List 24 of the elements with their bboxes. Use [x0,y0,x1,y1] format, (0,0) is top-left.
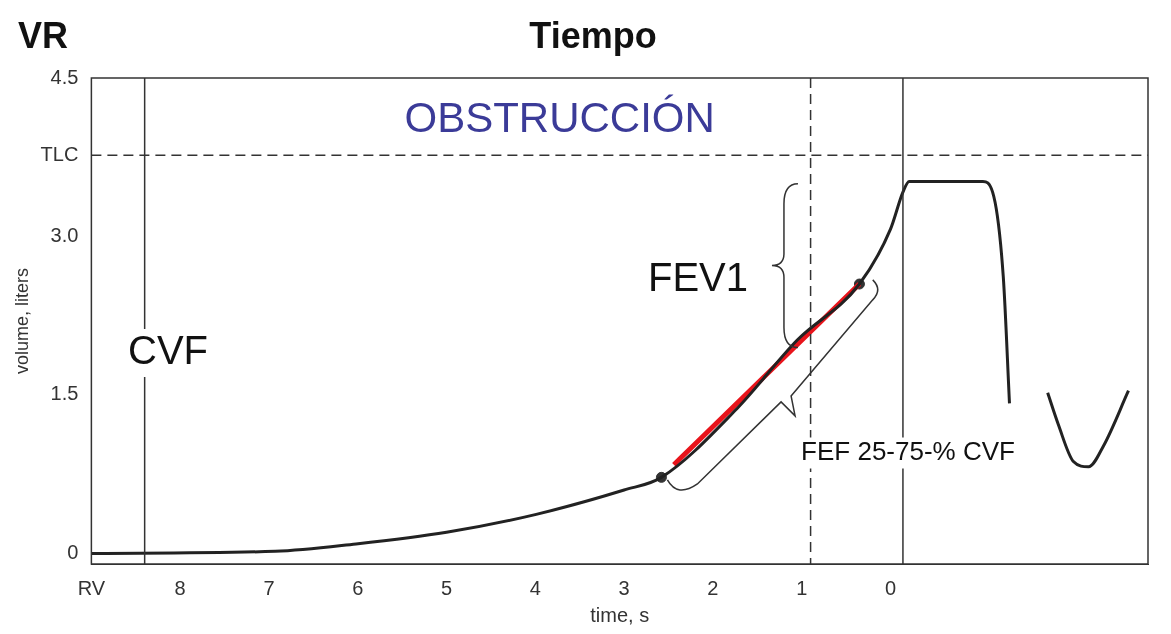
x-tick-label: 8 [174,576,186,599]
x-tick-label: 3 [618,576,630,599]
annotation: FEV1 [647,255,749,300]
x-axis-title: time, s [590,603,650,626]
annotation: FEF 25-75-% CVF [801,436,1015,467]
text: VR [18,14,69,56]
y-tick-label: 3.0 [50,223,79,246]
x-tick-label: 1 [796,576,808,599]
text: Tiempo [529,14,657,56]
x-tick-label: 5 [440,576,453,599]
annotation: CVF [128,328,208,373]
y-tick-label: TLC [40,142,79,165]
y-tick-label: 4.5 [50,65,79,88]
y-tick-label: 0 [67,540,79,563]
x-tick-label: RV [77,576,106,599]
x-tick-label: 7 [263,576,275,599]
x-tick-label: 0 [884,576,897,599]
x-tick-label: 6 [352,576,364,599]
x-tick-label: 4 [529,576,541,599]
x-tick-label: 2 [707,576,719,599]
y-axis-title: volume, liters [11,267,32,375]
chart-title: OBSTRUCCIÓN [404,93,715,141]
line-series [1046,389,1130,469]
y-tick-label: 1.5 [50,382,79,405]
